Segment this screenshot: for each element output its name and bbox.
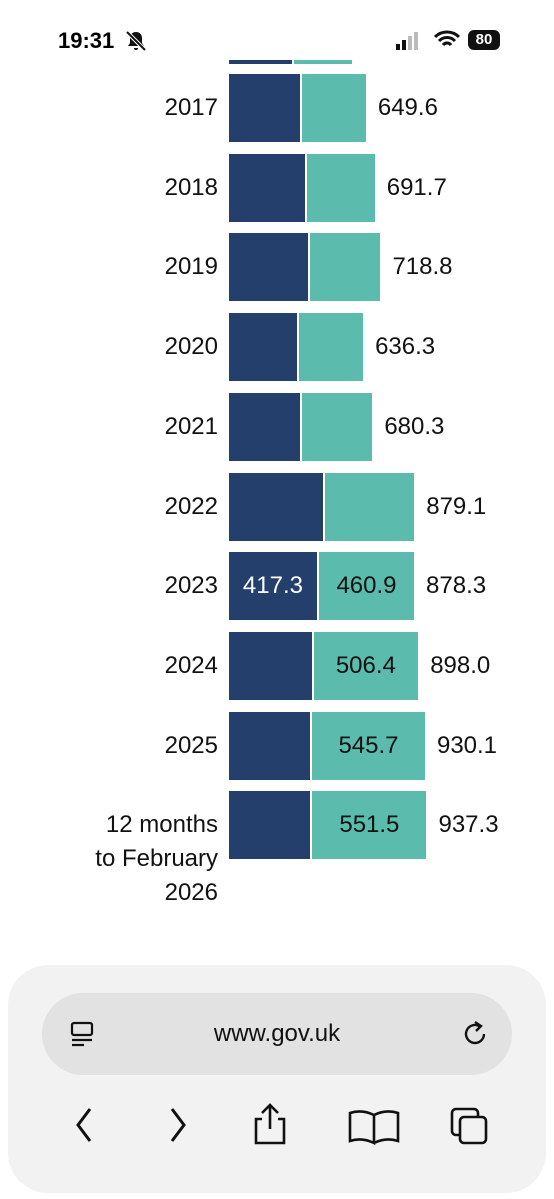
category-label: 2021 <box>164 412 218 440</box>
bar-segment: 460.9 <box>316 552 415 621</box>
total-label: 878.3 <box>426 572 487 600</box>
total-label: 636.3 <box>375 333 436 361</box>
chart: 2017 649.6 2018 691.7 2019 718.8 2020 636.3 2021… <box>95 74 499 906</box>
forward[interactable] <box>170 1108 186 1142</box>
bar-segment <box>300 392 373 461</box>
category-label: 2020 <box>164 333 218 361</box>
address-bar[interactable]: www.gov.uk <box>42 993 512 1075</box>
bar-segment <box>229 74 300 142</box>
category-label: 2018 <box>164 173 218 201</box>
tabs[interactable] <box>450 1107 488 1145</box>
bar-segment <box>229 153 306 222</box>
bar-segment <box>322 472 415 541</box>
category-label: 2022 <box>164 492 218 520</box>
reload-icon[interactable] <box>460 1019 490 1049</box>
total-label: 691.7 <box>386 173 447 201</box>
total-label: 930.1 <box>436 731 498 759</box>
cut-off-bar <box>294 60 352 64</box>
category-label: 2025 <box>164 731 218 759</box>
bar-segment <box>229 631 312 700</box>
battery: 80 <box>468 30 500 50</box>
value-label: 506.4 <box>335 651 396 679</box>
bar-segment <box>229 791 311 860</box>
bar-segment <box>229 233 308 302</box>
value-label: 551.5 <box>339 811 400 839</box>
category-label: 2019 <box>164 253 218 281</box>
bar-segment <box>308 233 381 302</box>
category-label: 2017 <box>164 94 218 121</box>
cut-off-bar <box>229 60 292 64</box>
category-label: 2023 <box>164 572 218 600</box>
browser-toolbar: www.gov.uk <box>8 965 546 1193</box>
bar-segment <box>229 313 298 382</box>
bar-segment: 545.7 <box>309 711 425 780</box>
signal-icon <box>396 32 418 50</box>
bar-segment: 417.3 <box>229 552 317 621</box>
bar-segment <box>305 153 375 222</box>
total-label: 898.0 <box>430 651 491 679</box>
bar-segment <box>229 472 323 541</box>
silent-icon <box>125 30 147 52</box>
bar-segment <box>229 711 310 780</box>
bar-segment <box>300 74 366 142</box>
category-label: 2024 <box>164 651 218 679</box>
url[interactable]: www.gov.uk <box>213 1020 341 1047</box>
value-label: 417.3 <box>242 572 303 600</box>
wifi-icon <box>434 30 460 47</box>
bookmarks[interactable] <box>348 1110 400 1146</box>
total-label: 649.6 <box>377 94 438 121</box>
bar-segment <box>229 392 300 461</box>
status-bar: 19:31 80 <box>0 0 554 60</box>
bar-segment <box>297 313 364 382</box>
value-label: 460.9 <box>336 572 397 600</box>
total-label: 718.8 <box>392 253 453 281</box>
nav-icons <box>76 1103 488 1146</box>
category-label: 12 months to February 2026 <box>95 811 218 907</box>
share[interactable] <box>254 1103 286 1145</box>
total-label: 879.1 <box>426 492 487 520</box>
value-label: 545.7 <box>338 731 399 759</box>
clock: 19:31 <box>58 28 115 53</box>
total-label: 937.3 <box>438 811 499 839</box>
total-label: 680.3 <box>384 412 445 440</box>
back[interactable] <box>76 1108 92 1142</box>
reader-icon[interactable] <box>70 1021 94 1047</box>
bar-segment: 551.5 <box>310 791 427 860</box>
bar-segment: 506.4 <box>311 631 419 700</box>
